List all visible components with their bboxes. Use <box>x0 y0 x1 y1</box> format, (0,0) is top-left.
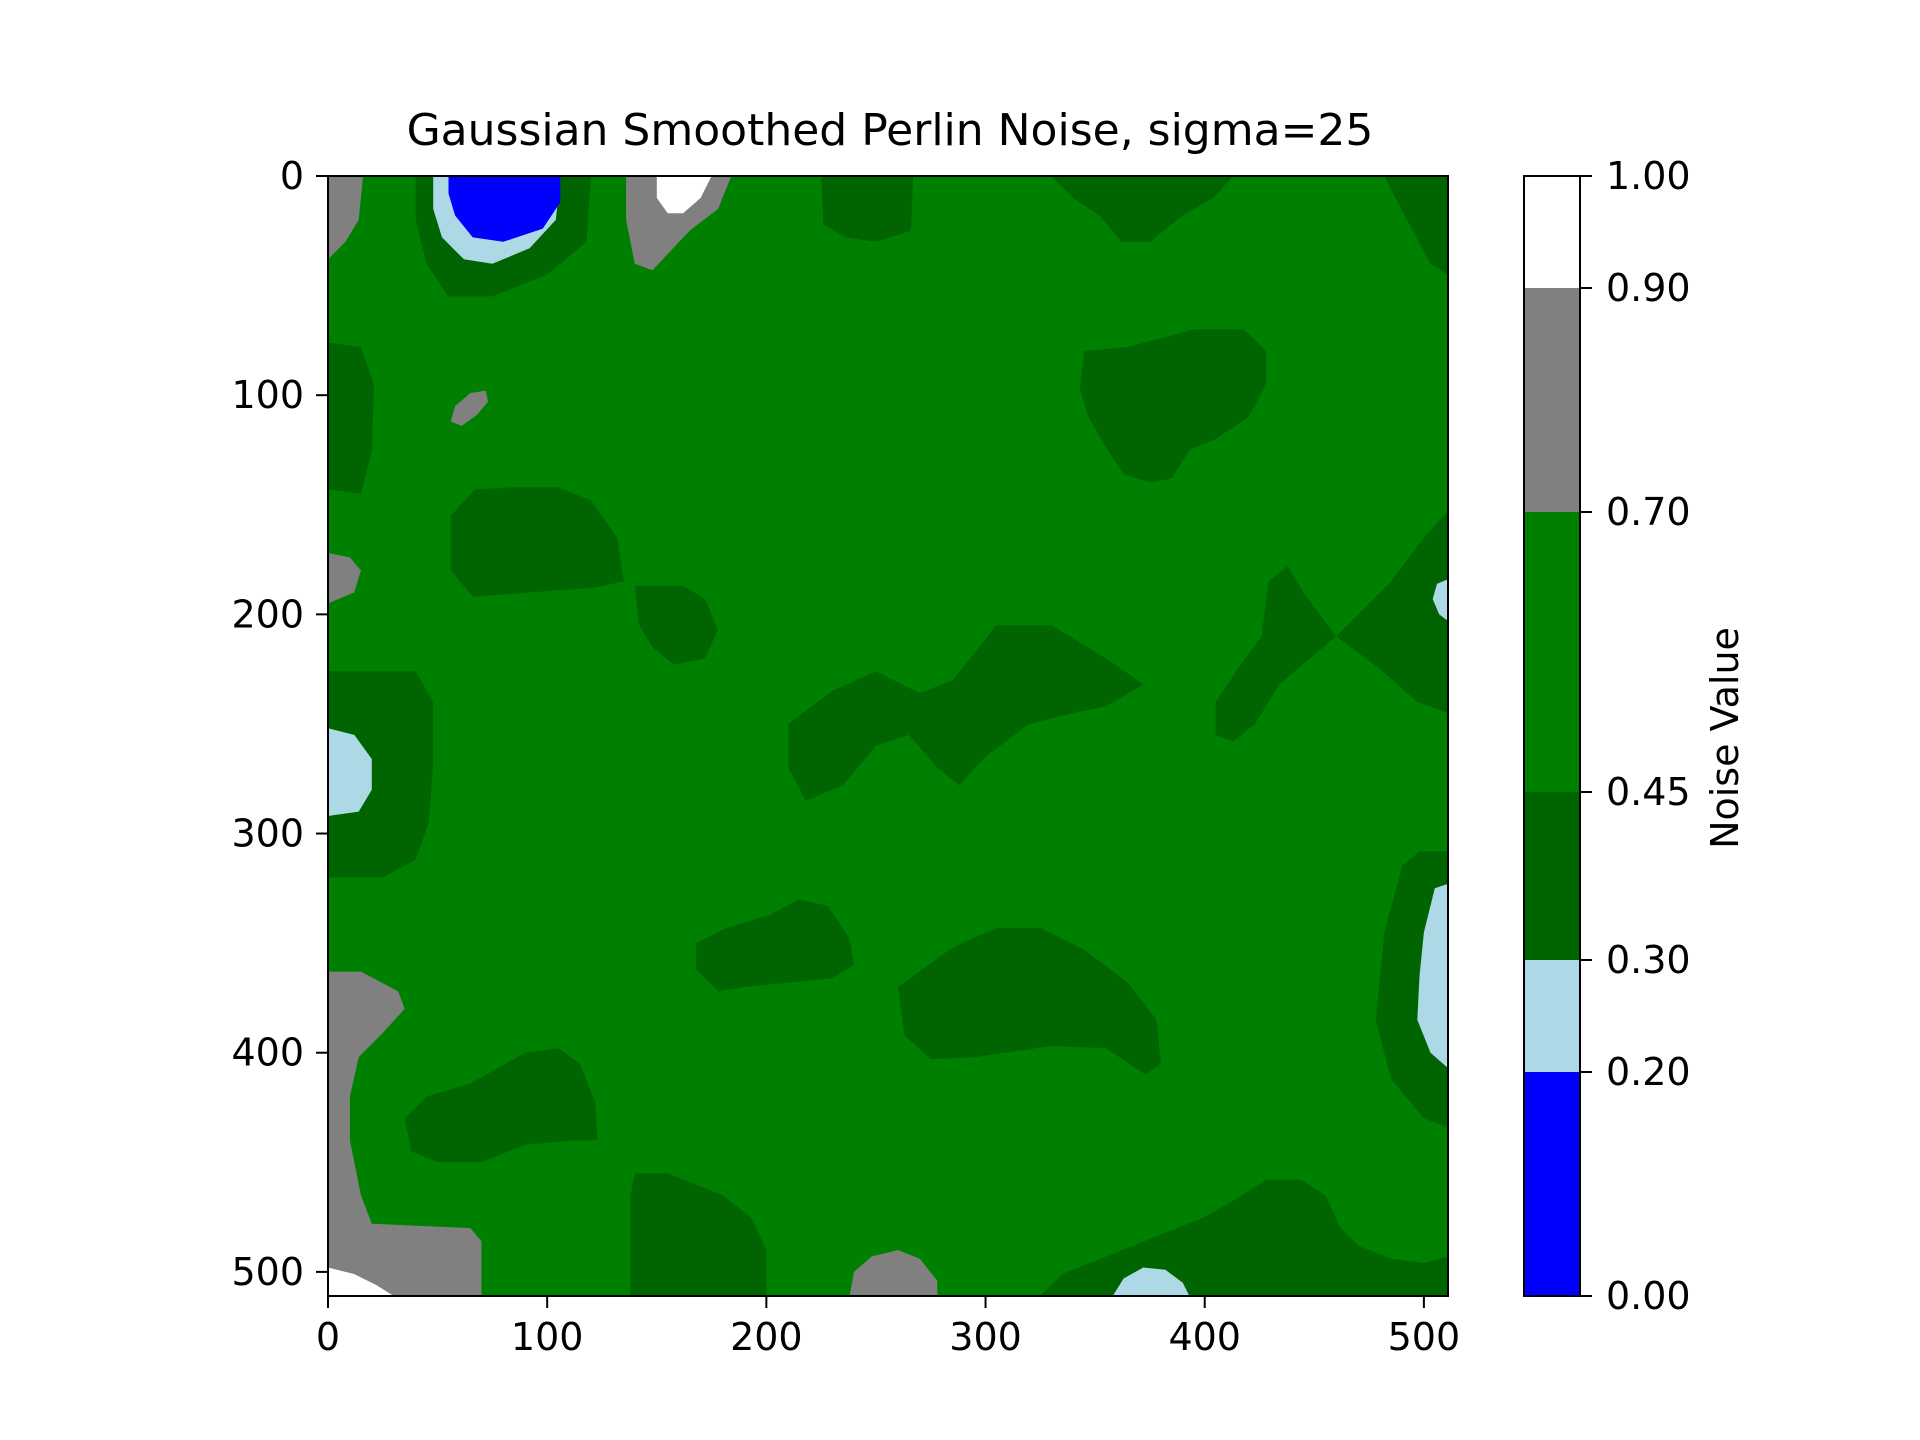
contour-region-10 <box>450 390 488 426</box>
chart-title: Gaussian Smoothed Perlin Noise, sigma=25 <box>407 105 1374 156</box>
x-tick-label: 0 <box>316 1315 340 1359</box>
contour-region-23 <box>1417 883 1448 1069</box>
colorbar-segment-0.70-0.90 <box>1524 288 1580 512</box>
plot-frame <box>327 175 1449 1297</box>
contour-region-3 <box>328 176 364 260</box>
contour-region-21 <box>897 927 1161 1075</box>
colorbar-tick-label: 1.00 <box>1606 154 1691 198</box>
contour-region-6 <box>821 176 914 242</box>
contour-region-28 <box>849 1250 938 1296</box>
contour-region-11 <box>1079 329 1267 483</box>
x-tick-label: 100 <box>511 1315 584 1359</box>
y-tick-label: 100 <box>231 373 304 417</box>
y-axis: 0 100 200 300 400 500 <box>231 154 328 1294</box>
y-tick-label: 200 <box>231 592 304 636</box>
y-tick-label: 400 <box>231 1031 304 1075</box>
colorbar-tick-label: 0.90 <box>1606 266 1691 310</box>
colorbar-segment-0.90-1.00 <box>1524 176 1580 288</box>
contour-region-8 <box>1384 176 1448 275</box>
y-tick-label: 500 <box>231 1250 304 1294</box>
contour-region-17 <box>1432 579 1448 621</box>
colorbar-tick-label: 0.30 <box>1606 938 1691 982</box>
colorbar-frame <box>1523 175 1581 1297</box>
y-tick-label: 300 <box>231 812 304 856</box>
contour-region-29 <box>1040 1179 1448 1296</box>
contour-region-25 <box>328 1267 394 1296</box>
y-tick-label: 0 <box>280 154 304 198</box>
colorbar-label: Noise Value <box>1703 627 1747 849</box>
colorbar-tick-label: 0.45 <box>1606 770 1691 814</box>
colorbar-tick-label: 0.00 <box>1606 1274 1691 1318</box>
contour-region-30 <box>1112 1267 1190 1296</box>
contour-region-27 <box>630 1173 767 1296</box>
contour-region-12 <box>450 487 624 597</box>
contour-region-19 <box>328 728 372 816</box>
contour-region-24 <box>328 971 482 1296</box>
x-tick-label: 500 <box>1388 1315 1461 1359</box>
contour-region-5 <box>656 176 712 214</box>
plot-area <box>327 175 1449 1297</box>
x-tick-label: 200 <box>730 1315 803 1359</box>
contour-region-20 <box>696 899 854 992</box>
contour-region-26 <box>404 1048 598 1163</box>
x-tick-label: 300 <box>949 1315 1022 1359</box>
colorbar-segment-0.00-0.20 <box>1524 1072 1580 1296</box>
contour-region-13 <box>328 553 361 604</box>
contour-region-2 <box>448 176 561 242</box>
colorbar: 0.00 0.20 0.30 0.45 0.70 0.90 1.00 <box>1523 154 1691 1318</box>
colorbar-segment-0.45-0.70 <box>1524 512 1580 792</box>
contour-region-18 <box>328 671 434 878</box>
contour-region-15 <box>788 625 1144 801</box>
x-axis: 0 100 200 300 400 500 <box>316 1296 1460 1359</box>
contour-region-16 <box>1215 511 1448 742</box>
colorbar-segment-0.30-0.45 <box>1524 792 1580 960</box>
colorbar-segment-0.20-0.30 <box>1524 960 1580 1072</box>
contour-region-7 <box>1051 176 1234 242</box>
colorbar-tick-label: 0.20 <box>1606 1050 1691 1094</box>
x-tick-label: 400 <box>1168 1315 1241 1359</box>
contour-region-9 <box>328 342 374 494</box>
contour-region-4 <box>626 176 732 271</box>
contour-region-14 <box>634 585 719 665</box>
colorbar-tick-label: 0.70 <box>1606 490 1691 534</box>
